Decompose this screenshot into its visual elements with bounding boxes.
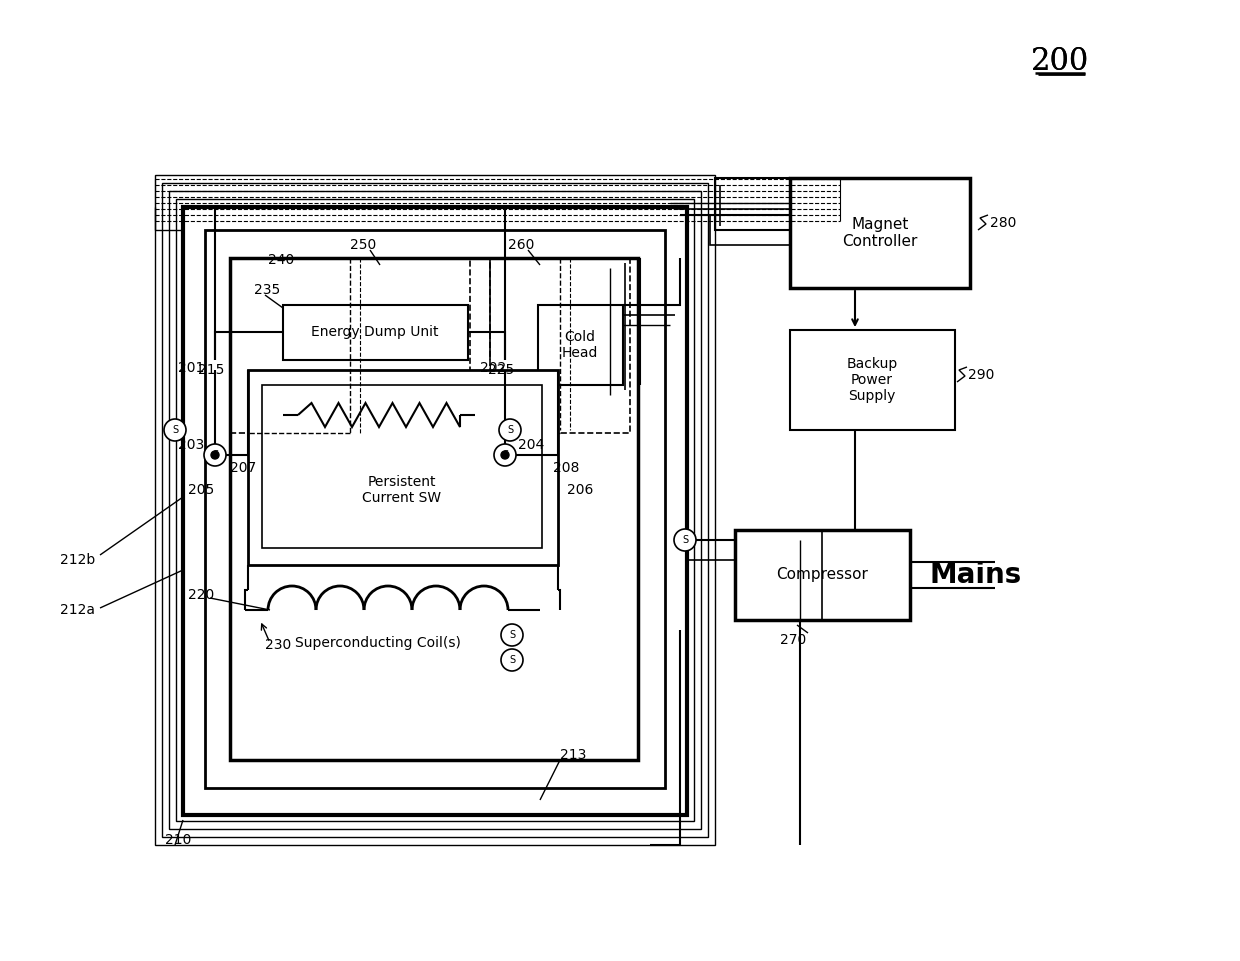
Circle shape bbox=[164, 419, 186, 441]
Text: Energy Dump Unit: Energy Dump Unit bbox=[311, 325, 439, 339]
Bar bbox=[184, 207, 687, 815]
Text: S: S bbox=[507, 425, 513, 435]
Text: 213: 213 bbox=[560, 748, 587, 762]
Text: 205: 205 bbox=[188, 483, 215, 497]
Text: 250: 250 bbox=[350, 238, 376, 252]
Bar bbox=[169, 191, 701, 829]
Circle shape bbox=[498, 419, 521, 441]
Circle shape bbox=[205, 444, 226, 466]
Text: S: S bbox=[212, 450, 218, 460]
Text: 208: 208 bbox=[553, 461, 579, 475]
Text: 212a: 212a bbox=[60, 603, 95, 617]
Text: 220: 220 bbox=[188, 588, 215, 602]
Bar bbox=[176, 199, 694, 821]
Text: 204: 204 bbox=[518, 438, 544, 452]
Bar bbox=[490, 258, 630, 433]
Text: 280: 280 bbox=[990, 216, 1017, 230]
Text: Superconducting Coil(s): Superconducting Coil(s) bbox=[295, 636, 461, 650]
Text: 290: 290 bbox=[968, 368, 994, 382]
Text: 206: 206 bbox=[567, 483, 594, 497]
Circle shape bbox=[501, 649, 523, 671]
Bar bbox=[790, 330, 955, 430]
Text: 230: 230 bbox=[265, 638, 291, 652]
Text: 210: 210 bbox=[165, 833, 191, 847]
Text: S: S bbox=[682, 535, 688, 545]
Bar bbox=[205, 230, 665, 788]
Text: 212b: 212b bbox=[60, 553, 95, 567]
Text: 270: 270 bbox=[780, 633, 806, 647]
Bar bbox=[229, 258, 470, 433]
Text: S: S bbox=[508, 655, 515, 665]
Text: Magnet
Controller: Magnet Controller bbox=[842, 217, 918, 249]
Circle shape bbox=[211, 451, 219, 459]
Text: Compressor: Compressor bbox=[776, 568, 868, 582]
Text: 202: 202 bbox=[480, 361, 506, 375]
Text: 201: 201 bbox=[179, 361, 205, 375]
Text: Backup
Power
Supply: Backup Power Supply bbox=[847, 357, 898, 404]
Bar bbox=[538, 305, 622, 385]
Bar bbox=[248, 370, 558, 565]
Text: S: S bbox=[172, 425, 179, 435]
Text: S: S bbox=[502, 450, 508, 460]
Bar bbox=[283, 305, 467, 360]
Bar bbox=[162, 183, 708, 837]
Text: 203: 203 bbox=[179, 438, 205, 452]
Text: 207: 207 bbox=[229, 461, 257, 475]
Bar bbox=[790, 178, 970, 288]
Bar bbox=[735, 530, 910, 620]
Circle shape bbox=[494, 444, 516, 466]
Circle shape bbox=[501, 451, 508, 459]
Circle shape bbox=[675, 529, 696, 551]
Text: 200: 200 bbox=[1030, 46, 1089, 78]
Text: S: S bbox=[508, 630, 515, 640]
Text: Cold
Head: Cold Head bbox=[562, 330, 598, 360]
Bar bbox=[262, 385, 542, 548]
Text: 215: 215 bbox=[198, 363, 224, 377]
Circle shape bbox=[501, 624, 523, 646]
Text: 200: 200 bbox=[1030, 46, 1089, 78]
Text: 235: 235 bbox=[254, 283, 280, 297]
Text: 260: 260 bbox=[508, 238, 534, 252]
Text: Persistent
Current SW: Persistent Current SW bbox=[362, 475, 441, 505]
Bar bbox=[229, 258, 639, 760]
Bar bbox=[155, 175, 715, 845]
Text: 225: 225 bbox=[489, 363, 515, 377]
Text: 240: 240 bbox=[268, 253, 294, 267]
Text: Mains: Mains bbox=[930, 561, 1022, 589]
